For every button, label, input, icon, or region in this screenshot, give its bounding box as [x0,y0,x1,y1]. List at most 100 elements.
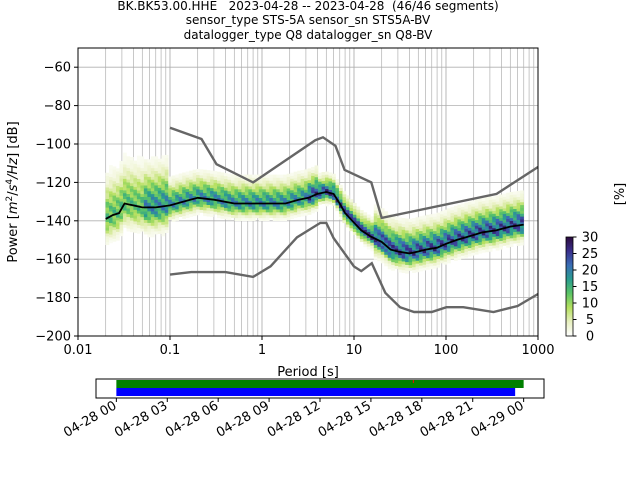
heatmap-cell [154,228,159,232]
heatmap-cell [380,231,385,235]
heatmap-cell [206,210,211,214]
heatmap-cell [223,213,228,217]
heatmap-cell [345,201,350,205]
heatmap-cell [502,210,507,215]
heatmap-cell [331,176,336,180]
heatmap-cell [422,229,427,234]
heatmap-cell [384,257,389,261]
heatmap-cell [164,192,169,196]
heatmap-cell [122,158,127,162]
heatmap-cell [321,180,326,184]
heatmap-cell [460,249,465,253]
heatmap-cell [502,225,507,229]
heatmap-cell [241,214,246,219]
heatmap-cell [196,197,200,201]
heatmap-cell [415,217,420,221]
heatmap-cell [126,173,131,177]
heatmap-cell [220,204,225,208]
heatmap-cell [154,190,159,195]
heatmap-cell [464,228,469,232]
heatmap-cell [199,195,204,199]
colorbar-tick-label: 20 [582,264,599,279]
heatmap-cell [345,212,350,216]
heatmap-cell [457,227,462,231]
heatmap-cell [192,198,197,202]
heatmap-cell [199,200,204,205]
heatmap-cell [105,207,110,211]
heatmap-cell [129,159,134,164]
heatmap-cell [258,180,263,184]
heatmap-cell [443,241,448,245]
heatmap-cell [265,177,270,181]
heatmap-cell [520,193,524,197]
heatmap-cell [478,207,483,211]
heatmap-cell [401,226,406,230]
heatmap-cell [279,212,284,216]
heatmap-cell [408,233,413,237]
heatmap-cell [248,217,253,222]
heatmap-cell [157,178,162,183]
heatmap-cell [210,196,214,200]
heatmap-cell [126,216,131,220]
heatmap-cell [356,212,361,216]
heatmap-cell [460,241,465,245]
heatmap-cell [453,225,458,230]
heatmap-cell [443,238,448,242]
heatmap-cell [488,231,493,235]
heatmap-cell [213,182,218,186]
heatmap-cell [126,210,131,215]
heatmap-cell [331,199,336,203]
heatmap-cell [328,201,333,205]
heatmap-cell [467,253,472,257]
heatmap-cell [140,167,145,172]
heatmap-cell [492,216,497,220]
heatmap-cell [405,270,409,274]
heatmap-cell [133,163,138,167]
heatmap-cell [464,202,469,206]
heatmap-cell [136,167,141,171]
heatmap-cell [251,209,256,213]
heatmap-cell [436,250,441,254]
heatmap-cell [297,202,301,206]
heatmap-cell [457,224,462,229]
heatmap-cell [290,195,294,199]
heatmap-cell [248,177,253,181]
heatmap-cell [199,180,204,185]
heatmap-cell [276,191,281,196]
heatmap-cell [129,200,134,204]
heatmap-cell [189,187,193,192]
heatmap-cell [143,176,148,180]
heatmap-cell [213,211,218,215]
heatmap-cell [251,183,256,187]
heatmap-cell [140,170,145,174]
heatmap-cell [269,174,274,178]
heatmap-cell [297,176,301,180]
heatmap-cell [405,264,409,268]
heatmap-cell [105,190,110,194]
heatmap-cell [241,197,246,201]
heatmap-cell [412,217,416,222]
heatmap-cell [290,198,294,202]
heatmap-cell [363,220,368,225]
heatmap-cell [223,201,228,206]
heatmap-cell [394,236,399,241]
heatmap-cell [182,181,186,185]
heatmap-cell [422,264,427,268]
heatmap-cell [453,217,458,221]
coverage-tick-label: 04-28 06 [163,398,221,440]
heatmap-cell [227,202,232,206]
heatmap-cell [175,200,180,204]
heatmap-cell [429,217,434,221]
coverage-bars [116,380,524,396]
heatmap-cell [373,236,378,240]
heatmap-cell [203,172,207,176]
heatmap-cell [307,185,312,189]
heatmap-cell [147,202,152,206]
heatmap-cell [422,215,427,219]
heatmap-cell [109,225,113,229]
heatmap-cell [119,161,124,165]
heatmap-cell [133,183,138,187]
heatmap-cell [109,188,113,192]
heatmap-cell [203,201,207,205]
